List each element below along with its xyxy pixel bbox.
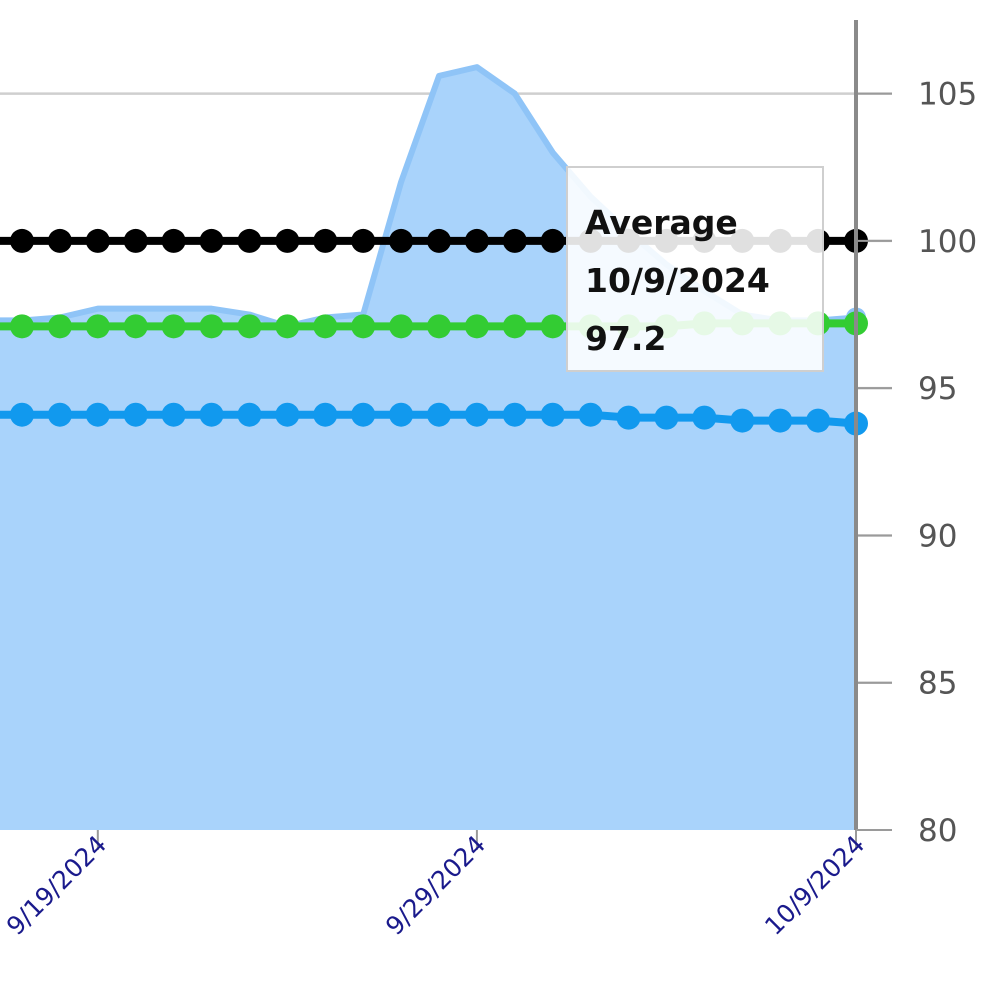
series-point-1 — [502, 228, 527, 253]
series-point-1 — [85, 228, 110, 253]
series-point-2 — [389, 314, 414, 339]
series-point-3 — [199, 402, 224, 427]
series-point-3 — [578, 402, 603, 427]
series-point-1 — [123, 228, 148, 253]
series-point-3 — [464, 402, 489, 427]
series-point-1 — [237, 228, 262, 253]
y-axis: 80 85 90 95 100 105 — [854, 20, 977, 849]
series-point-1 — [389, 228, 414, 253]
series-point-1 — [47, 228, 72, 253]
series-point-1 — [275, 228, 300, 253]
y-tick-label: 100 — [918, 224, 977, 260]
series-point-3 — [502, 402, 527, 427]
tooltip-date: 10/9/2024 — [585, 261, 770, 300]
series-point-2 — [502, 314, 527, 339]
series-point-3 — [540, 402, 565, 427]
series-point-3 — [692, 405, 717, 430]
series-point-3 — [730, 408, 755, 433]
series-point-1 — [161, 228, 186, 253]
series-point-1 — [199, 228, 224, 253]
series-point-3 — [123, 402, 148, 427]
x-axis: 9/19/2024 9/29/2024 10/9/2024 — [1, 830, 870, 941]
series-point-2 — [199, 314, 224, 339]
series-point-3 — [616, 405, 641, 430]
series-point-3 — [237, 402, 262, 427]
series-point-3 — [85, 402, 110, 427]
series-point-2 — [123, 314, 148, 339]
y-tick-label: 95 — [918, 371, 957, 407]
series-point-3 — [47, 402, 72, 427]
series-point-1 — [464, 228, 489, 253]
series-point-3 — [275, 402, 300, 427]
x-tick-label: 10/9/2024 — [759, 830, 870, 941]
y-tick-label: 80 — [918, 813, 957, 849]
series-point-1 — [540, 228, 565, 253]
series-point-2 — [427, 314, 451, 339]
series-point-1 — [427, 228, 451, 253]
series-point-3 — [161, 402, 186, 427]
series-point-3 — [10, 402, 34, 427]
y-tick-label: 90 — [918, 518, 957, 554]
series-point-1 — [351, 228, 376, 253]
y-tick-label: 105 — [918, 77, 977, 113]
series-point-3 — [654, 405, 679, 430]
series-point-2 — [313, 314, 338, 339]
x-tick-label: 9/29/2024 — [380, 830, 491, 941]
series-point-2 — [540, 314, 565, 339]
series-point-2 — [161, 314, 186, 339]
tooltip-series-name: Average — [585, 203, 738, 242]
series-point-3 — [313, 402, 338, 427]
tooltip-value: 97.2 — [585, 319, 667, 358]
series-point-2 — [47, 314, 72, 339]
y-tick-label: 85 — [918, 666, 957, 702]
series-point-3 — [351, 402, 376, 427]
tooltip: Average 10/9/2024 97.2 — [566, 166, 824, 372]
series-point-1 — [313, 228, 338, 253]
series-point-2 — [10, 314, 34, 339]
series-point-1 — [10, 228, 34, 253]
series-point-3 — [806, 408, 831, 433]
series-point-2 — [464, 314, 489, 339]
series-point-2 — [351, 314, 376, 339]
series-point-2 — [237, 314, 262, 339]
series-point-2 — [275, 314, 300, 339]
series-point-3 — [427, 402, 451, 427]
x-tick-label: 9/19/2024 — [1, 830, 112, 941]
series-point-3 — [389, 402, 414, 427]
series-point-2 — [85, 314, 110, 339]
series-point-3 — [768, 408, 793, 433]
